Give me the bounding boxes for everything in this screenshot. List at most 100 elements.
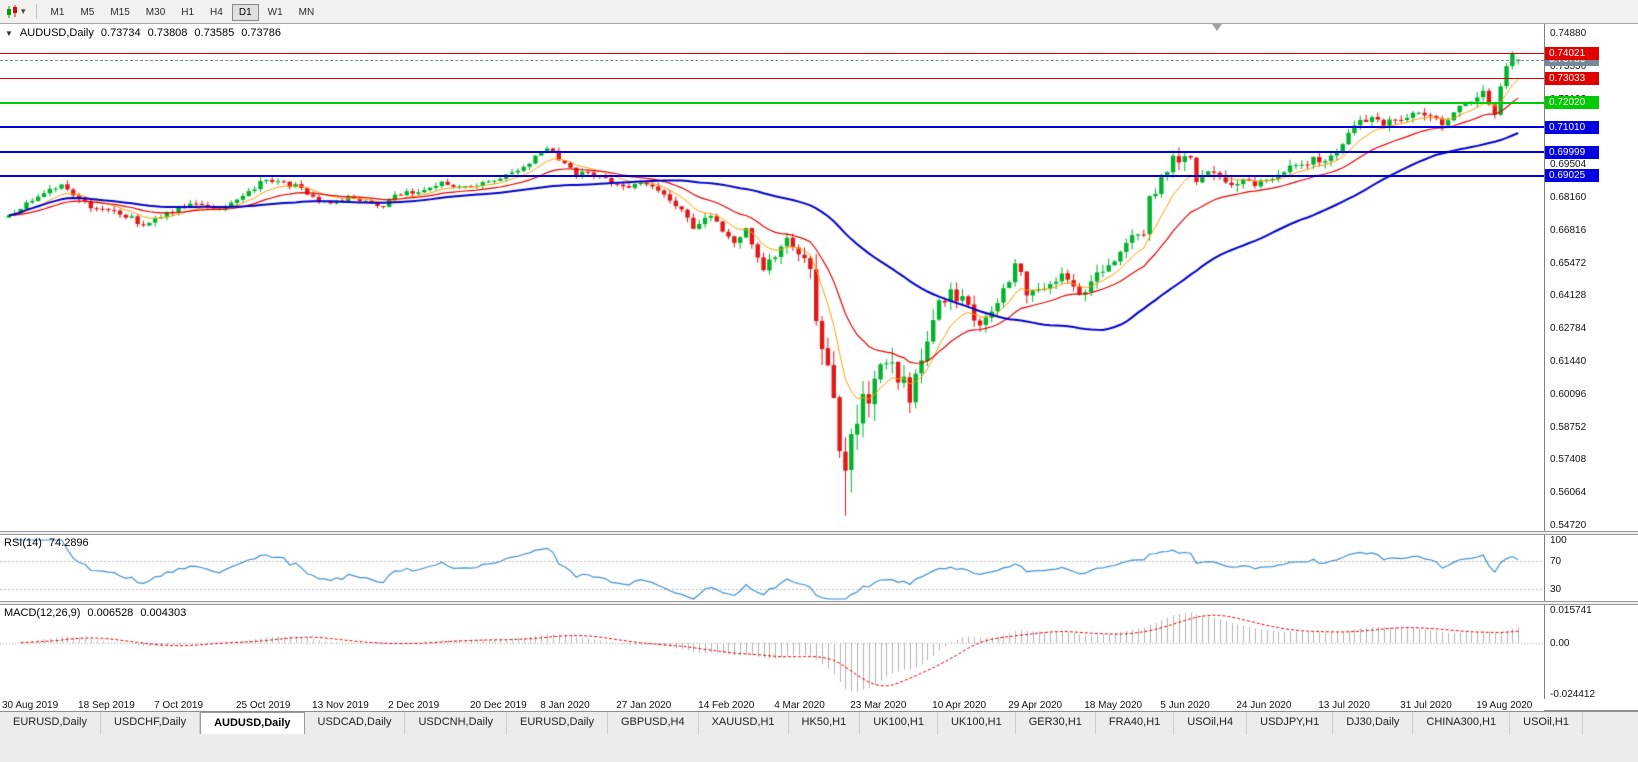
ohlc-low: 0.73585 [194, 27, 235, 39]
chart-tab-audusd-daily[interactable]: AUDUSD,Daily [200, 712, 305, 734]
price-axis-label: 0.73536 [1550, 60, 1587, 72]
macd-panel[interactable]: MACD(12,26,9) 0.006528 0.004303 [0, 605, 1544, 699]
chart-tab-eurusd-daily[interactable]: EURUSD,Daily [0, 712, 101, 734]
chart-shift-marker[interactable] [1212, 24, 1222, 31]
panel-separator[interactable] [0, 531, 1638, 535]
chart-title: ▼ AUDUSD,Daily 0.73734 0.73808 0.73585 0… [5, 27, 281, 39]
rsi-axis-label: 30 [1550, 584, 1562, 595]
bid-price-line [0, 59, 1544, 61]
chart-tab-uk100-h1[interactable]: UK100,H1 [860, 712, 938, 734]
main-chart-panel[interactable]: ▼ AUDUSD,Daily 0.73734 0.73808 0.73585 0… [0, 24, 1544, 531]
macd-canvas[interactable] [0, 605, 1544, 699]
price-axis-label: 0.74880 [1550, 28, 1587, 39]
hline-price-tag: 0.69025 [1545, 169, 1599, 183]
timeframe-button-h1[interactable]: H1 [174, 4, 201, 21]
chart-tab-bar: EURUSD,Daily USDCHF,Daily AUDUSD,Daily USDC… [0, 711, 1638, 734]
rsi-axis-label: 100 [1550, 535, 1567, 546]
price-axis-label: 0.69504 [1550, 159, 1587, 171]
date-label: 4 Mar 2020 [774, 700, 825, 711]
price-axis-label: 0.66816 [1550, 224, 1587, 236]
horizontal-line-0.69025[interactable] [0, 174, 1544, 177]
date-label: 31 Jul 2020 [1400, 700, 1452, 711]
date-label: 23 Mar 2020 [850, 700, 907, 711]
one-click-trading-toggle[interactable]: ▼ [5, 28, 13, 38]
chart-tab-dj30-daily[interactable]: DJ30,Daily [1333, 712, 1414, 734]
panel-separator[interactable] [0, 601, 1638, 605]
chart-tab-usdchf-daily[interactable]: USDCHF,Daily [101, 712, 201, 734]
price-axis-label: 0.58752 [1550, 421, 1587, 433]
timeframe-button-m5[interactable]: M5 [73, 4, 101, 21]
rsi-canvas[interactable] [0, 535, 1544, 601]
macd-axis-label: 0.015741 [1550, 605, 1592, 616]
chart-tab-usdcnh-daily[interactable]: USDCNH,Daily [405, 712, 508, 734]
horizontal-line-0.74021[interactable] [0, 53, 1544, 55]
price-axis-label: 0.68160 [1550, 192, 1587, 203]
chart-tab-xauusd-h1[interactable]: XAUUSD,H1 [699, 712, 789, 734]
date-label: 14 Feb 2020 [698, 700, 755, 711]
chart-tab-eurusd-daily[interactable]: EURUSD,Daily [507, 712, 608, 734]
time-axis[interactable]: 30 Aug 2019 18 Sep 2019 7 Oct 2019 25 Oct 2… [0, 699, 1544, 711]
horizontal-line-0.71010[interactable] [0, 126, 1544, 129]
date-label: 13 Jul 2020 [1318, 700, 1370, 711]
macd-signal-value: 0.004303 [140, 607, 187, 619]
chart-tab-hk50-h1[interactable]: HK50,H1 [789, 712, 861, 734]
date-label: 10 Apr 2020 [932, 700, 987, 711]
rsi-label: RSI(14) 74.2896 [4, 537, 89, 549]
hline-price-tag: 0.71010 [1545, 120, 1599, 134]
date-label: 25 Oct 2019 [236, 700, 291, 711]
timeframe-button-m1[interactable]: M1 [44, 4, 72, 21]
timeframe-button-d1[interactable]: D1 [231, 4, 259, 21]
date-label: 18 Sep 2019 [78, 700, 135, 711]
price-axis-label: 0.57408 [1550, 454, 1587, 466]
horizontal-line-0.73033[interactable] [0, 77, 1544, 79]
macd-axis-label: 0.00 [1550, 637, 1570, 649]
timeframe-button-m15[interactable]: M15 [103, 4, 136, 21]
price-axis-label: 0.62784 [1550, 323, 1587, 335]
rsi-current-value: 74.2896 [48, 537, 89, 549]
rsi-indicator-name: RSI(14) [4, 537, 42, 549]
date-label: 18 May 2020 [1084, 700, 1143, 711]
price-axis[interactable]: 0.748800.735360.721920.708480.695040.681… [1544, 24, 1638, 700]
chart-tab-usoil-h4[interactable]: USOil,H4 [1174, 712, 1248, 734]
date-label: 30 Aug 2019 [2, 700, 59, 711]
chart-tab-china300-h1[interactable]: CHINA300,H1 [1413, 712, 1511, 734]
price-axis-label: 0.65472 [1550, 257, 1587, 269]
date-label: 7 Oct 2019 [154, 700, 204, 711]
timeframe-buttons-group: M1 M5 M15 M30 H1 H4 D1 W1 MN [43, 2, 323, 21]
chart-dropdown-caret[interactable]: ▾ [21, 6, 26, 16]
chart-tab-usoil-h1[interactable]: USOil,H1 [1510, 712, 1583, 734]
horizontal-line-0.69999[interactable] [0, 151, 1544, 154]
ohlc-high: 0.73808 [147, 27, 188, 39]
macd-label: MACD(12,26,9) 0.006528 0.004303 [4, 607, 186, 619]
price-axis-label: 0.54720 [1550, 520, 1587, 531]
timeframe-button-w1[interactable]: W1 [261, 4, 290, 21]
timeframe-button-h4[interactable]: H4 [203, 4, 230, 21]
ohlc-close: 0.73786 [241, 27, 281, 39]
ohlc-open: 0.73734 [100, 27, 141, 39]
date-label: 29 Apr 2020 [1008, 700, 1063, 711]
chart-tab-ger30-h1[interactable]: GER30,H1 [1016, 712, 1096, 734]
candlestick-canvas[interactable] [0, 24, 1544, 531]
chart-tab-gbpusd-h4[interactable]: GBPUSD,H4 [608, 712, 699, 734]
chart-tab-uk100-h1[interactable]: UK100,H1 [938, 712, 1016, 734]
timeframe-button-mn[interactable]: MN [292, 4, 322, 21]
rsi-axis-label: 70 [1550, 556, 1562, 567]
chart-tab-usdcad-daily[interactable]: USDCAD,Daily [305, 712, 406, 734]
chart-tab-fra40-h1[interactable]: FRA40,H1 [1096, 712, 1175, 734]
timeframe-button-m30[interactable]: M30 [139, 4, 172, 21]
date-label: 20 Dec 2019 [470, 700, 527, 711]
candlestick-chart-icon[interactable] [5, 4, 20, 19]
chart-window: ▼ AUDUSD,Daily 0.73734 0.73808 0.73585 0… [0, 24, 1638, 711]
price-axis-label: 0.56064 [1550, 487, 1587, 499]
price-axis-label: 0.64128 [1550, 290, 1587, 302]
chart-tab-usdjpy-h1[interactable]: USDJPY,H1 [1247, 712, 1334, 734]
date-label: 19 Aug 2020 [1476, 700, 1533, 711]
date-label: 2 Dec 2019 [388, 700, 440, 711]
horizontal-line-0.72020[interactable] [0, 101, 1544, 104]
price-axis-label: 0.60096 [1550, 388, 1587, 400]
macd-main-value: 0.006528 [87, 607, 134, 619]
date-label: 27 Jan 2020 [616, 700, 672, 711]
rsi-panel[interactable]: RSI(14) 74.2896 [0, 535, 1544, 601]
macd-axis-label: -0.024412 [1550, 689, 1596, 700]
toolbar-separator [35, 4, 37, 19]
